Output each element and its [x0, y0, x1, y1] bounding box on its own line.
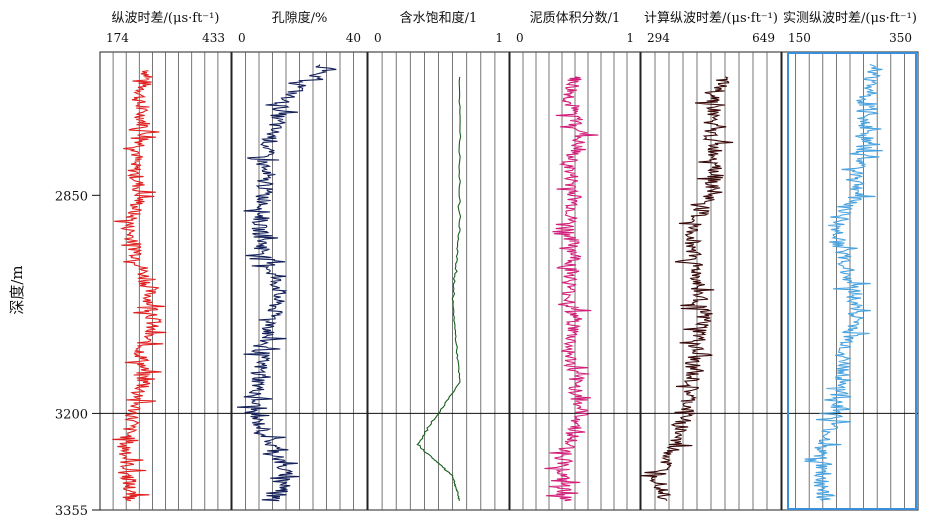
scale-min-label: 0: [516, 31, 524, 45]
scale-max-label: 433: [202, 31, 225, 45]
log-curve-1: [112, 70, 167, 502]
scale-min-label: 174: [106, 31, 129, 45]
track-2: [231, 51, 368, 511]
highlight-frame: [787, 52, 917, 510]
log-curve-4: [544, 76, 599, 502]
scale-max-label: 1: [626, 31, 634, 45]
y-axis-label: 深度/m: [8, 265, 26, 314]
track-title: 纵波时差/(μs·ft⁻¹): [112, 11, 220, 26]
scale-min-label: 150: [788, 31, 811, 45]
log-curve-2: [236, 64, 337, 502]
y-tick-label: 3355: [55, 504, 88, 519]
scale-max-label: 40: [346, 31, 361, 45]
scale-min-label: 294: [647, 31, 670, 45]
scale-min-label: 0: [238, 31, 246, 45]
scale-max-label: 1: [495, 31, 503, 45]
y-tick-label: 3200: [55, 407, 88, 422]
scale-min-label: 0: [374, 31, 382, 45]
track-title: 含水饱和度/1: [400, 10, 478, 26]
depth-axis: 深度/m 2850 3200 3355: [8, 189, 100, 519]
track-3: [367, 51, 510, 511]
log-curve-3: [416, 76, 462, 502]
y-tick-label: 2850: [55, 189, 88, 204]
track-title: 计算纵波时差/(μs·ft⁻¹): [644, 11, 778, 26]
track-4: [509, 51, 641, 511]
scale-max-label: 649: [752, 31, 775, 45]
track-title: 泥质体积分数/1: [530, 11, 621, 26]
track-6: [781, 51, 919, 511]
log-curve-5: [640, 76, 734, 502]
track-5: [640, 51, 782, 511]
log-curve-6: [804, 63, 883, 502]
track-1: [99, 51, 232, 511]
track-title: 孔隙度/%: [272, 10, 328, 26]
tracks: [99, 51, 919, 511]
track-title: 实测纵波时差/(μs·ft⁻¹): [783, 11, 917, 26]
scale-max-label: 350: [889, 31, 912, 45]
